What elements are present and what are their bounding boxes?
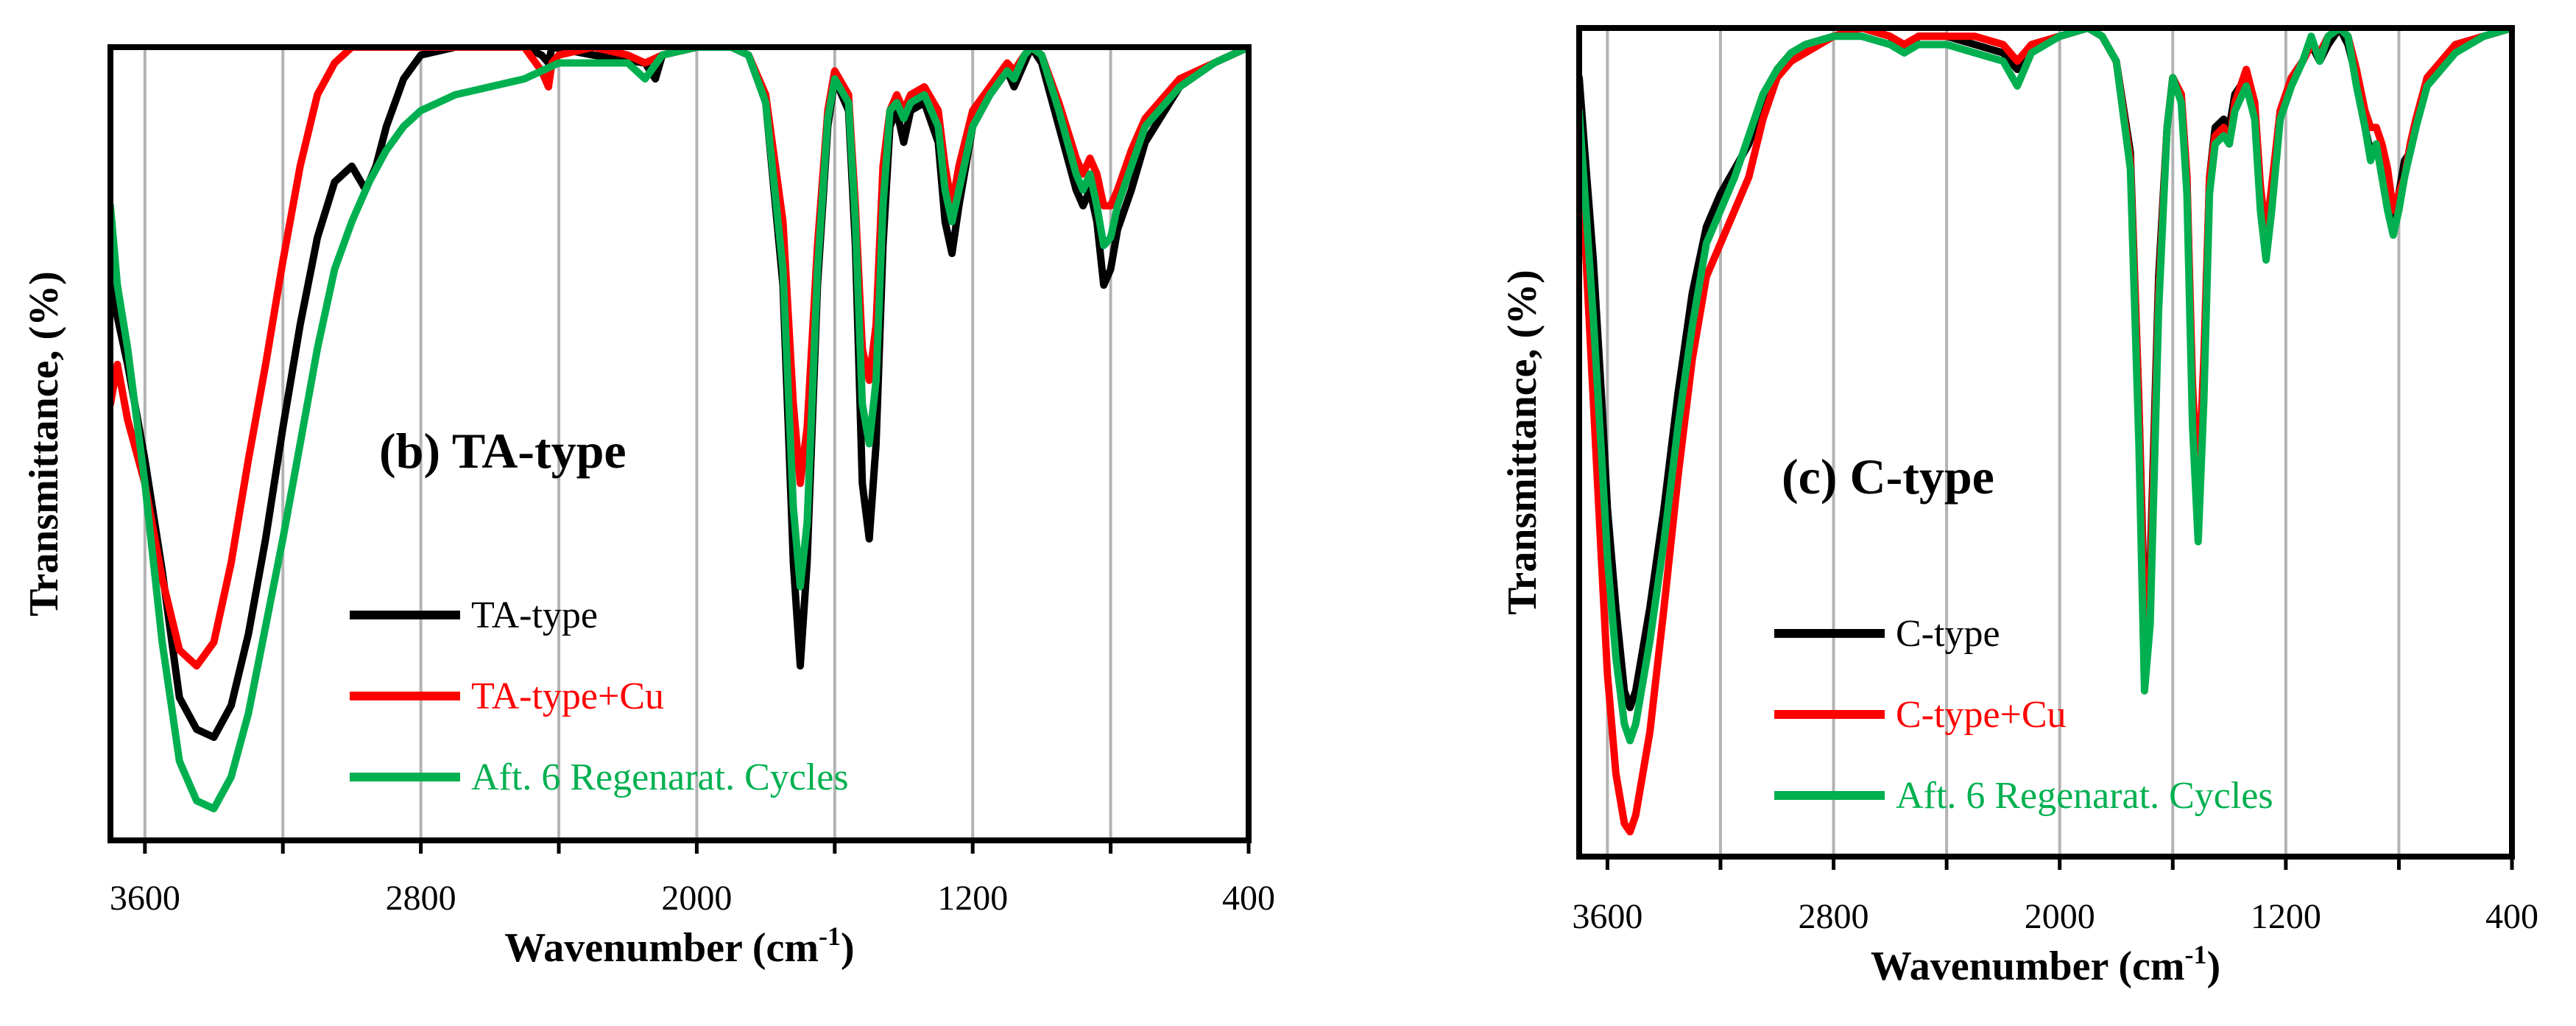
x-axis-title: Wavenumber (cm-1) — [504, 921, 854, 971]
legend-label: Aft. 6 Regenarat. Cycles — [471, 756, 849, 798]
legend-label: Aft. 6 Regenarat. Cycles — [1896, 775, 2273, 817]
x-tick-label: 400 — [1222, 879, 1275, 918]
plot-area-frame — [1576, 25, 2515, 860]
x-tick-label: 2800 — [1799, 897, 1869, 936]
x-tick-label: 3600 — [1572, 897, 1642, 936]
legend-label: TA-type — [471, 594, 598, 636]
series-line-2 — [110, 47, 1249, 670]
panel-ta-type: 3600 2800 2000 1200 400 Wavenumber (cm-1) Tran… — [21, 44, 1275, 971]
x-axis-title: Wavenumber (cm-1) — [1871, 940, 2220, 989]
x-tick-label: 2000 — [2025, 897, 2095, 936]
x-tick-label: 1200 — [2251, 897, 2321, 936]
series-line-3 — [1579, 28, 2512, 745]
legend-label: TA-type+Cu — [471, 675, 664, 717]
x-tick-label: 1200 — [937, 879, 1008, 918]
y-axis-title: Transmittance, (%) — [21, 271, 67, 616]
legend-label: C-type — [1896, 613, 2000, 655]
plot-area-frame — [107, 44, 1252, 843]
panel-c-type: 3600 2800 2000 1200 400 Wavenumber (cm-1) Tran… — [1500, 25, 2538, 989]
y-axis-title: Transmittance, (%) — [1500, 270, 1545, 615]
x-tick-label: 3600 — [110, 879, 180, 918]
panel-label: (b) TA-type — [379, 423, 627, 479]
panel-label: (c) C-type — [1782, 449, 1994, 505]
x-tick-label: 400 — [2485, 897, 2538, 936]
x-tick-label: 2000 — [661, 879, 732, 918]
x-tick-label: 2800 — [386, 879, 456, 918]
series-line-3 — [110, 47, 1249, 812]
legend-label: C-type+Cu — [1896, 694, 2067, 736]
series-line-1 — [110, 47, 1249, 741]
